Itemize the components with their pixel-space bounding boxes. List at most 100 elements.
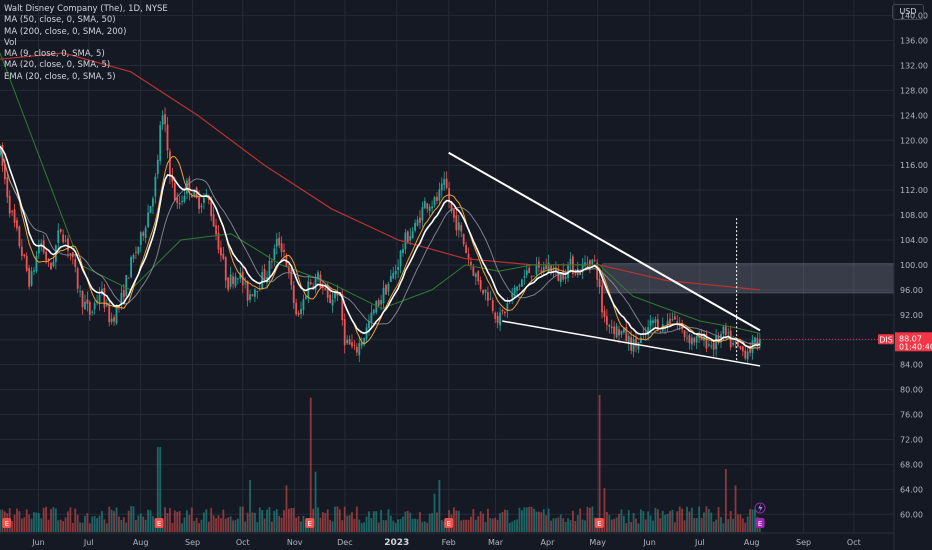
volume-bar [181,523,183,532]
volume-bar [263,518,266,532]
candle-body [528,267,531,274]
candle-body [504,311,506,314]
candle-body [664,326,667,327]
candle-body [608,324,611,327]
candle-body [693,337,696,343]
volume-bar [50,509,52,532]
legend-ma-9[interactable]: MA (9, close, 0, SMA, 5) [4,49,105,60]
trendline [448,151,761,332]
candle-body [45,251,48,261]
candle-body [283,249,285,252]
volume-bar [91,516,94,532]
candle-body [421,207,424,221]
volume-bar [258,507,261,532]
volume-bar [125,522,128,532]
volume-bar [346,515,349,532]
candle-body [399,250,402,267]
candle-body [236,278,239,280]
candle-body [314,276,317,290]
volume-bar [355,506,358,532]
volume-bar [319,517,322,532]
candle-body [382,287,385,304]
volume-bar [431,513,433,532]
volume-bar [712,521,715,532]
candle-body [397,266,400,270]
volume-bar [455,510,458,532]
candle-body [737,340,739,347]
x-tick-label: Sep [796,538,811,547]
candle-body [637,342,640,350]
candle-body [440,183,443,191]
candle-body [494,312,497,319]
earnings-marker-label: E [758,520,762,528]
legend-volume[interactable]: Vol [4,37,17,48]
price-tag [895,332,932,352]
volume-bar [625,523,628,532]
volume-bar [489,518,492,532]
legend-ma-50[interactable]: MA (50, close, 0, SMA, 50) [4,15,116,26]
candle-body [445,178,448,188]
legend-ema-20[interactable]: EMA (20, close, 0, SMA, 5) [4,71,116,82]
candle-body [392,272,395,279]
earnings-marker [2,518,12,528]
volume-bar [268,507,271,532]
volume-bar [710,512,713,532]
candle-body [450,201,453,212]
volume-bar [13,514,16,532]
candle-body [406,231,409,243]
volume-bar [741,518,744,532]
volume-bar [513,520,516,532]
candle-body [715,335,718,350]
volume-bar [37,513,40,532]
candle-body [467,253,470,260]
candle-body [139,232,142,245]
volume-bar [576,515,579,532]
candle-body [93,303,96,310]
candle-body [317,272,319,280]
candle-body [477,271,480,282]
candle-body [632,339,635,352]
candle-body [428,206,431,212]
candle-body [487,292,489,301]
y-tick-label: 108.00 [900,211,928,220]
volume-bar [35,512,38,532]
volume-bar [317,507,319,532]
candle-body [620,330,623,335]
volume-bar [593,517,596,532]
candle-body [756,338,759,347]
candle-body [8,196,11,214]
candle-body [312,286,315,288]
candle-body [394,270,397,275]
volume-bar [632,512,635,532]
currency-button[interactable]: USD [892,4,924,20]
candle-body [33,270,35,272]
volume-bar [11,520,14,532]
volume-bar [358,519,361,532]
candle-body [190,196,193,198]
candle-body [474,273,477,278]
volume-bar [516,519,518,532]
legend-ma-200[interactable]: MA (200, close, 0, SMA, 200) [4,26,127,37]
volume-bar [613,518,616,532]
volume-bar [644,519,647,532]
volume-bar [40,518,43,532]
candle-body [69,252,72,254]
candle-body [278,237,281,246]
y-tick-label: 124.00 [900,111,928,120]
candle-body [559,273,562,283]
legend-ma-20[interactable]: MA (20, close, 0, SMA, 5) [4,60,111,71]
candle-body [372,309,375,314]
legend-title[interactable]: Walt Disney Company (The), 1D, NYSE [4,4,168,14]
candle-body [734,341,737,343]
volume-bar [630,522,633,532]
candle-body [739,346,742,349]
volume-bar [198,523,200,532]
candle-body [232,276,234,285]
candle-body [241,271,244,286]
volume-bar [465,519,467,532]
candle-body [511,293,514,298]
candle-body [411,230,414,239]
